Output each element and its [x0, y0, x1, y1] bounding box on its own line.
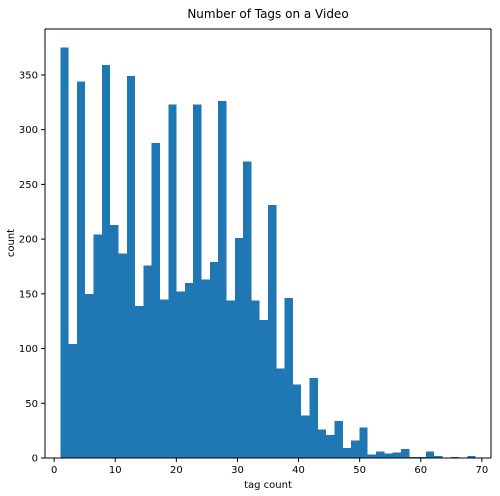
x-tick-label: 10	[109, 465, 122, 476]
y-tick-label: 300	[19, 125, 38, 136]
histogram-bar	[176, 291, 185, 458]
histogram-bar	[93, 234, 102, 458]
x-axis-ticks: 0 10 20 30 40 50 60 70	[51, 458, 488, 476]
histogram-bar	[292, 384, 302, 458]
histogram-bar	[234, 238, 244, 458]
histogram-bar	[425, 451, 435, 458]
x-tick-label: 40	[292, 465, 305, 476]
histogram-bar	[76, 81, 86, 458]
histogram-bar	[342, 448, 352, 458]
y-tick-label: 100	[19, 344, 38, 355]
histogram-bar	[251, 300, 260, 458]
x-tick-label: 20	[170, 465, 183, 476]
histogram-bar	[392, 452, 401, 458]
histogram-bar	[193, 104, 202, 458]
histogram-bar	[151, 142, 160, 458]
histogram-bar	[184, 282, 194, 458]
y-tick-label: 350	[19, 70, 38, 81]
histogram-bar	[276, 368, 285, 458]
y-tick-label: 200	[19, 235, 38, 246]
histogram-bar	[168, 104, 177, 458]
histogram-bar	[135, 305, 144, 458]
histogram-bar	[326, 435, 335, 458]
histogram-bar	[384, 453, 393, 458]
histogram-bar	[259, 320, 268, 458]
histogram-bar	[218, 101, 227, 458]
plot-frame	[44, 28, 492, 459]
histogram-bar	[101, 65, 111, 459]
y-tick-label: 150	[19, 289, 38, 300]
histogram-bar	[400, 449, 410, 458]
histogram-bar	[309, 378, 318, 458]
histogram-bar	[359, 427, 368, 458]
histogram-bar	[68, 344, 77, 458]
y-tick-label: 50	[25, 399, 38, 410]
histogram-bar	[376, 451, 385, 458]
histogram-bar	[110, 224, 119, 458]
y-tick-label: 250	[19, 180, 38, 191]
histogram-bar	[317, 429, 327, 458]
x-tick-label: 60	[414, 465, 427, 476]
histogram-bar	[159, 299, 169, 458]
histogram-bar	[268, 205, 277, 458]
histogram-bar	[351, 440, 360, 458]
histogram-bar	[118, 253, 127, 458]
histogram-bar	[301, 415, 310, 458]
x-tick-label: 70	[475, 465, 488, 476]
histogram-bar	[143, 265, 152, 458]
x-tick-label: 30	[231, 465, 244, 476]
x-axis-label: tag count	[244, 480, 292, 491]
histogram-bar	[284, 298, 293, 458]
x-tick-label: 50	[353, 465, 366, 476]
histogram-bar	[434, 455, 443, 458]
histogram-bar	[243, 161, 252, 459]
y-tick-label: 0	[32, 454, 38, 465]
y-axis-ticks: 0 50 100 150 200 250 300 350	[19, 70, 45, 465]
histogram-bar	[467, 455, 476, 458]
histogram-bar	[334, 420, 343, 458]
histogram-bar	[209, 262, 219, 458]
histogram-bar	[226, 300, 235, 458]
y-axis-label: count	[6, 229, 17, 257]
histogram-bar	[201, 279, 210, 458]
histogram-bar	[409, 456, 418, 458]
histogram-bar	[367, 454, 377, 458]
histogram-bar	[60, 47, 69, 458]
chart-title: Number of Tags on a Video	[187, 7, 348, 21]
bars-layer	[60, 47, 476, 459]
histogram-bar	[450, 456, 460, 458]
histogram-bar	[417, 456, 426, 458]
histogram-bar	[85, 293, 94, 458]
histogram-bar	[126, 76, 136, 458]
x-tick-label: 0	[51, 465, 57, 476]
